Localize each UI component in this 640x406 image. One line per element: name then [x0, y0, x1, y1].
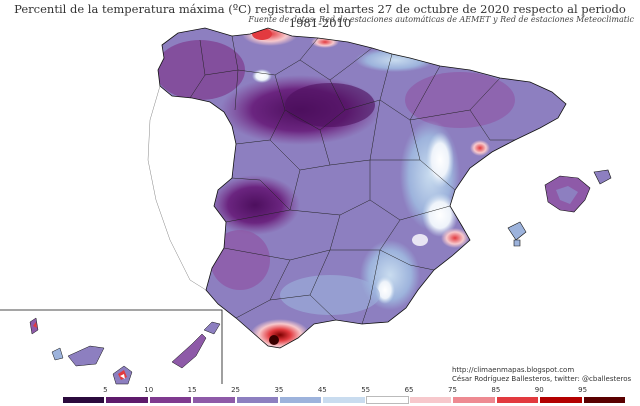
- legend-swatch: [582, 396, 626, 404]
- color-legend: 5 10 15 25 35 45 55 65 75 85 90 95: [62, 386, 626, 406]
- legend-tick-label: 15: [187, 386, 197, 394]
- province-boundaries: [189, 35, 515, 325]
- legend-tick-label: 35: [274, 386, 284, 394]
- credit-url: http://climaenmapas.blogspot.com: [452, 366, 575, 374]
- legend-swatch: [409, 396, 453, 404]
- legend-swatch: [539, 396, 583, 404]
- credit-author: César Rodríguez Ballesteros, twitter: @c…: [452, 375, 632, 383]
- data-source-note: Fuente de datos: Red de estaciones autom…: [248, 15, 634, 24]
- balearic-islands: [507, 169, 612, 247]
- legend-swatch: [495, 396, 540, 404]
- legend-tick-label: 65: [404, 386, 414, 394]
- legend-tick-label: 90: [534, 386, 544, 394]
- legend-swatch: [62, 396, 106, 404]
- legend-tick-label: 75: [447, 386, 457, 394]
- legend-swatch: [452, 396, 496, 404]
- legend-tick-label: 25: [231, 386, 240, 394]
- legend-swatch: [192, 396, 236, 404]
- legend-tick-label: 5: [103, 386, 108, 394]
- portugal-edge: [147, 85, 207, 291]
- legend-swatch: [148, 396, 193, 404]
- map-title: Percentil de la temperatura máxima (ºC) …: [14, 2, 626, 30]
- peninsula-shading: [158, 28, 566, 348]
- legend-swatch: [322, 396, 366, 404]
- legend-tick-label: 85: [491, 386, 501, 394]
- legend-swatch: [235, 396, 279, 404]
- canary-islands-inset: [0, 309, 223, 385]
- legend-tick-label: 10: [144, 386, 154, 394]
- legend-tick-label: 45: [317, 386, 327, 394]
- legend-swatch: [105, 396, 149, 404]
- legend-tick-label: 95: [578, 386, 588, 394]
- legend-swatch: [278, 396, 323, 404]
- legend-swatch: [365, 396, 410, 404]
- legend-tick-label: 55: [361, 386, 371, 394]
